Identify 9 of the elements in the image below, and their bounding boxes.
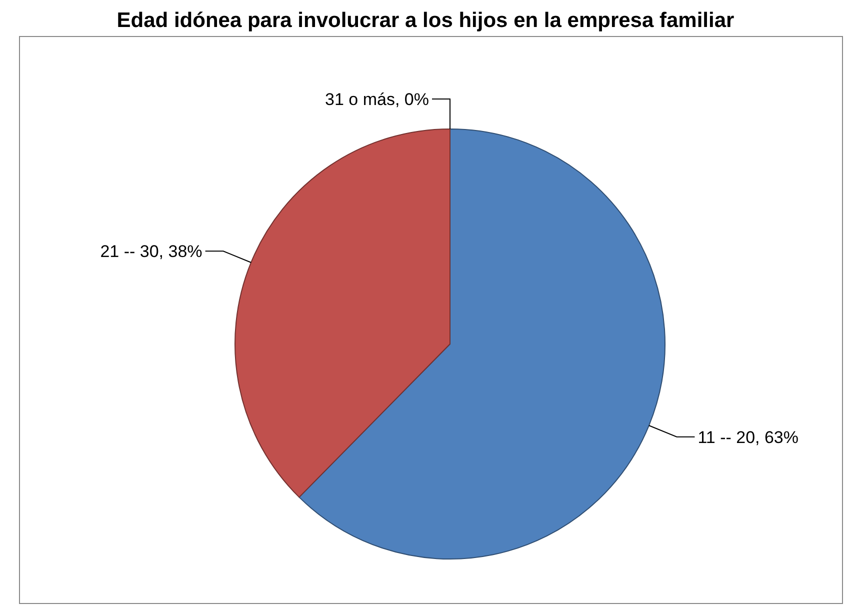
text: , 0%: [394, 90, 429, 108]
data-label: , 38%: [158, 242, 202, 261]
chart-title: Edad idónea para involucrar a los hijos en la empresa familiar: [116, 8, 736, 34]
data-label: , 63%: [755, 427, 799, 446]
pie-slice: [298, 128, 666, 560]
category-label: 31 o más: [325, 90, 395, 108]
slice-label: 21 -- 30: [100, 242, 159, 261]
pie-slice: [234, 128, 450, 498]
slice-label: 11 -- 20: [698, 427, 756, 446]
